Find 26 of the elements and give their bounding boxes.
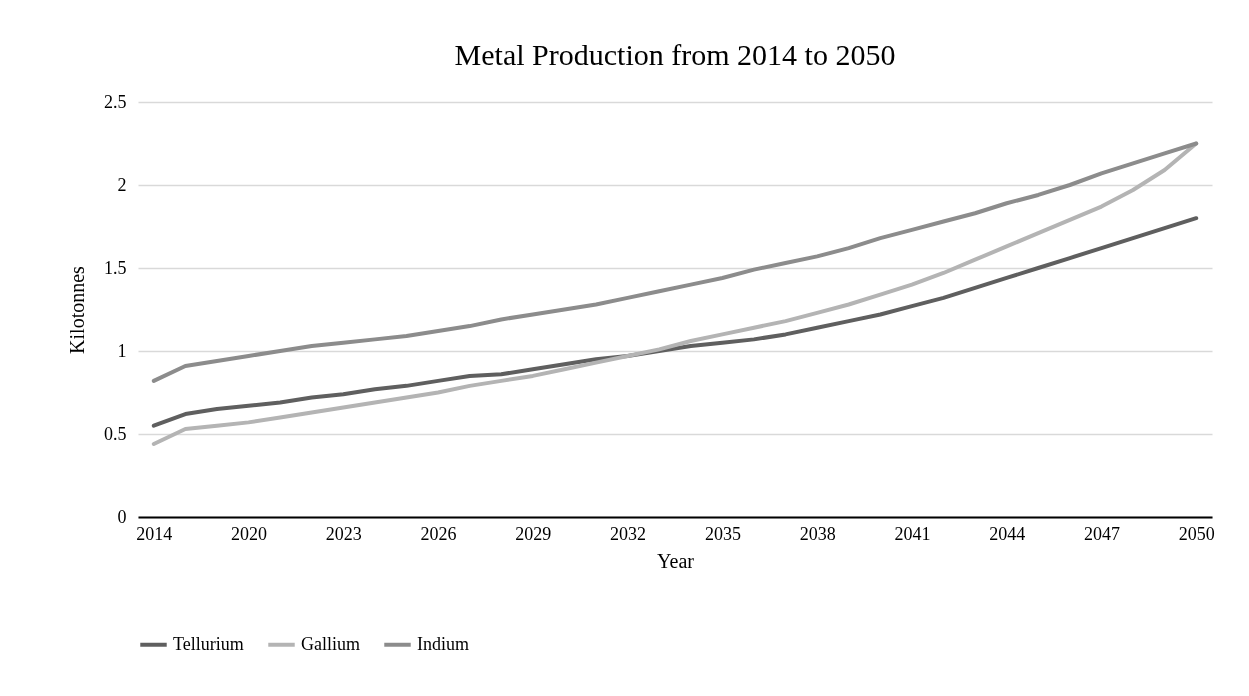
x-tick-label: 2050 (1178, 523, 1215, 544)
line-series (151, 141, 1199, 383)
x-tick-label: 2044 (989, 523, 1026, 544)
y-tick-label: 2 (117, 174, 127, 195)
x-tick-label: 2035 (704, 523, 741, 544)
y-tick-label: 0.5 (104, 423, 127, 444)
x-tick-label: 2029 (515, 523, 552, 544)
x-tick-label: 2047 (1083, 523, 1120, 544)
x-axis-title: Year (657, 549, 695, 572)
x-tick-label: 2023 (325, 523, 362, 544)
legend-label: Gallium (301, 633, 360, 654)
y-tick-label: 0 (117, 506, 127, 527)
x-tick-label: 2038 (799, 523, 836, 544)
y-tick-label: 1 (117, 340, 127, 361)
y-axis-title: Kilotonnes (66, 265, 88, 354)
x-tick-label: 2032 (610, 523, 647, 544)
x-tick-label: 2014 (136, 523, 173, 544)
y-tick-label: 1.5 (104, 257, 127, 278)
x-tick-label: 2041 (894, 523, 931, 544)
x-tick-label: 2026 (420, 523, 457, 544)
legend-label: Tellurium (173, 633, 244, 654)
y-tick-label: 2.5 (104, 91, 127, 112)
line-series (151, 216, 1199, 428)
legend-label: Indium (417, 633, 469, 654)
chart-title: Metal Production from 2014 to 2050 (454, 38, 896, 71)
x-tick-label: 2020 (231, 523, 268, 544)
